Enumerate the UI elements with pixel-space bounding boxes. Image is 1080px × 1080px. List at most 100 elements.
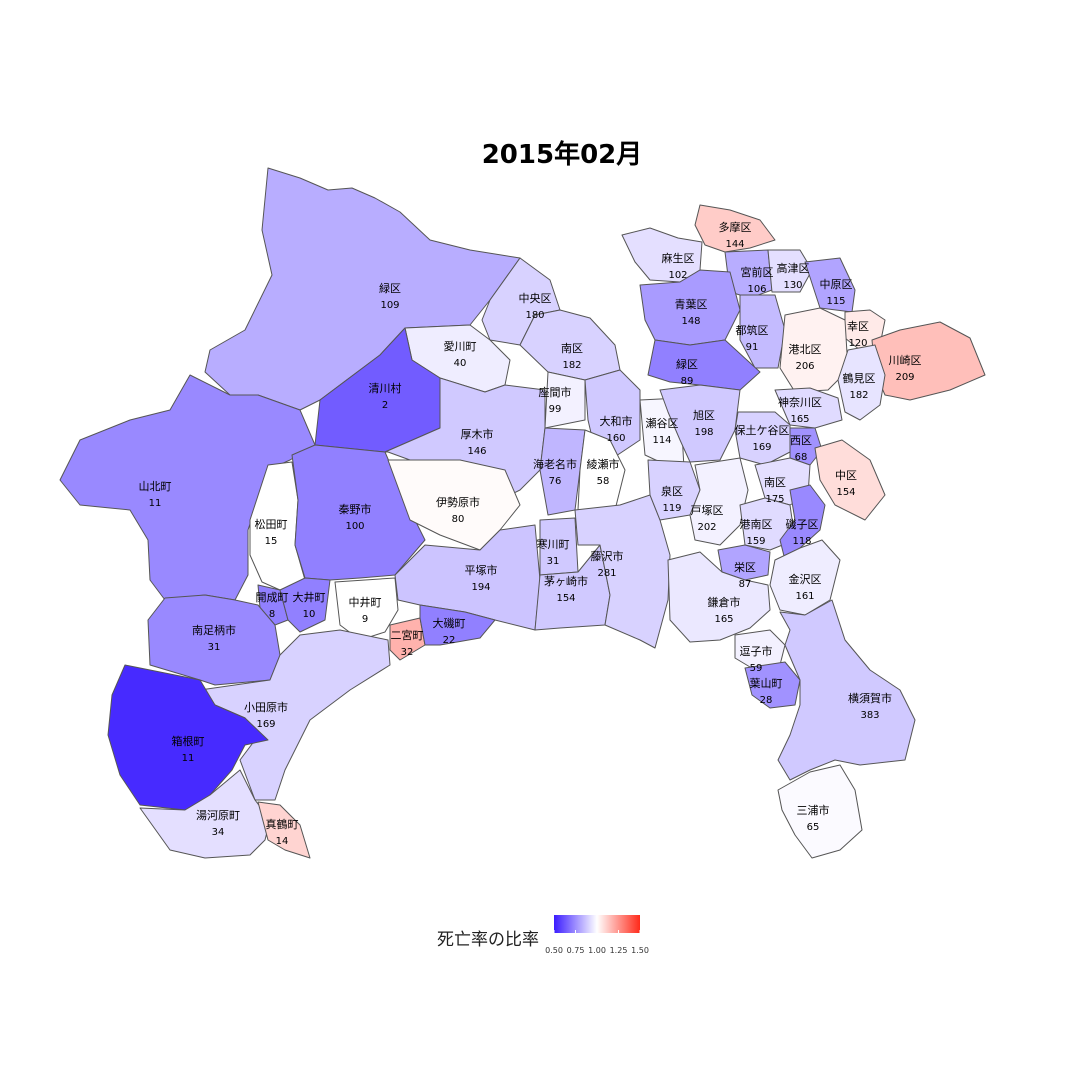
region-name-label: 三浦市 <box>797 803 830 817</box>
region-value-label: 169 <box>752 442 771 453</box>
region-name-label: 金沢区 <box>789 572 822 586</box>
legend-tick-label: 1.50 <box>631 946 649 955</box>
region-name-label: 座間市 <box>539 385 572 399</box>
region-shape[interactable] <box>814 439 886 521</box>
region-value-label: 10 <box>303 609 316 620</box>
region-value-label: 31 <box>208 642 221 653</box>
region-name-label: 港北区 <box>789 343 822 356</box>
region-shape[interactable] <box>257 584 289 626</box>
region-value-label: 109 <box>380 300 399 311</box>
region-name-label: 山北町 <box>139 480 172 493</box>
region-shape[interactable] <box>419 604 496 646</box>
regions-layer <box>59 167 986 859</box>
region-name-label: 青葉区 <box>675 297 708 311</box>
region-value-label: 161 <box>795 591 814 602</box>
region-value-label: 11 <box>149 498 162 509</box>
region-shape[interactable] <box>767 249 813 293</box>
region-value-label: 198 <box>694 427 713 438</box>
region-name-label: 中井町 <box>349 595 382 609</box>
region-value-label: 180 <box>525 310 544 321</box>
region-name-label: 大井町 <box>293 590 326 604</box>
region-name-label: 南区 <box>764 476 786 489</box>
region-value-label: 8 <box>269 609 275 620</box>
region-value-label: 120 <box>848 338 867 349</box>
region-name-label: 南足柄市 <box>192 623 236 637</box>
legend: 死亡率の比率 0.50 0.75 1.00 1.25 1.50 <box>437 915 649 955</box>
region-shape[interactable] <box>107 664 269 811</box>
legend-tick-label: 0.50 <box>545 946 563 955</box>
labels-layer: 緑区109中央区180南区182愛川町40清川村2座間市99大和市160瀬谷区1… <box>139 220 922 847</box>
region-value-label: 114 <box>652 435 671 446</box>
region-value-label: 206 <box>795 361 814 372</box>
legend-tick-label: 1.25 <box>610 946 628 955</box>
region-value-label: 281 <box>597 568 616 579</box>
region-shape[interactable] <box>544 371 586 429</box>
region-shape[interactable] <box>744 661 801 709</box>
region-name-label: 逗子市 <box>740 644 773 658</box>
region-shape[interactable] <box>667 551 771 643</box>
region-value-label: 102 <box>668 270 687 281</box>
region-name-label: 愛川町 <box>444 340 477 353</box>
region-shape[interactable] <box>659 384 741 463</box>
region-name-label: 緑区 <box>676 357 698 371</box>
region-name-label: 都筑区 <box>736 323 769 337</box>
region-value-label: 11 <box>182 753 195 764</box>
region-name-label: 鶴見区 <box>843 371 876 385</box>
region-shape[interactable] <box>279 577 331 633</box>
region-value-label: 148 <box>681 316 700 327</box>
region-name-label: 戸塚区 <box>691 504 724 517</box>
region-name-label: 葉山町 <box>750 676 783 690</box>
region-name-label: 横須賀市 <box>848 691 892 705</box>
region-shape[interactable] <box>639 269 741 346</box>
region-value-label: 14 <box>276 836 289 847</box>
region-shape[interactable] <box>147 594 281 686</box>
region-shape[interactable] <box>804 257 856 313</box>
region-name-label: 麻生区 <box>662 251 695 265</box>
region-shape[interactable] <box>769 539 841 616</box>
region-value-label: 159 <box>746 536 765 547</box>
region-shape[interactable] <box>777 764 863 859</box>
region-value-label: 209 <box>895 372 914 383</box>
region-name-label: 寒川町 <box>537 537 570 551</box>
region-name-label: 真鶴町 <box>266 817 299 831</box>
region-shape[interactable] <box>694 204 776 253</box>
region-name-label: 保土ケ谷区 <box>735 423 790 437</box>
region-shape[interactable] <box>647 339 761 391</box>
region-shape[interactable] <box>739 294 786 369</box>
region-name-label: 中区 <box>835 469 857 482</box>
region-value-label: 32 <box>401 647 414 658</box>
region-value-label: 28 <box>760 695 773 706</box>
region-shape[interactable] <box>334 577 399 641</box>
region-shape[interactable] <box>734 411 791 466</box>
region-name-label: 宮前区 <box>741 265 774 279</box>
region-value-label: 76 <box>549 476 562 487</box>
region-value-label: 15 <box>265 536 278 547</box>
region-name-label: 伊勢原市 <box>436 495 480 509</box>
region-value-label: 99 <box>549 404 562 415</box>
region-shape[interactable] <box>257 801 311 859</box>
region-shape[interactable] <box>689 457 749 546</box>
map-title: 2015年02月 <box>482 139 643 170</box>
region-value-label: 65 <box>807 822 820 833</box>
region-value-label: 202 <box>697 522 716 533</box>
region-shape[interactable] <box>837 344 886 421</box>
region-value-label: 130 <box>783 280 802 291</box>
region-name-label: 南区 <box>561 342 583 355</box>
region-shape[interactable] <box>389 617 426 661</box>
region-value-label: 119 <box>662 503 681 514</box>
region-shape[interactable] <box>394 524 541 631</box>
region-value-label: 31 <box>547 556 560 567</box>
region-value-label: 40 <box>454 358 467 369</box>
legend-tick-label: 1.00 <box>588 946 606 955</box>
region-shape[interactable] <box>777 599 916 781</box>
region-name-label: 泉区 <box>661 484 683 498</box>
region-name-label: 海老名市 <box>533 457 577 471</box>
region-name-label: 鎌倉市 <box>708 595 741 609</box>
region-shape[interactable] <box>291 444 426 581</box>
region-value-label: 182 <box>849 390 868 401</box>
legend-color-bar <box>554 915 640 933</box>
region-name-label: 西区 <box>790 434 812 447</box>
region-name-label: 厚木市 <box>461 427 494 441</box>
region-name-label: 川崎区 <box>889 353 922 367</box>
region-name-label: 旭区 <box>693 408 715 422</box>
